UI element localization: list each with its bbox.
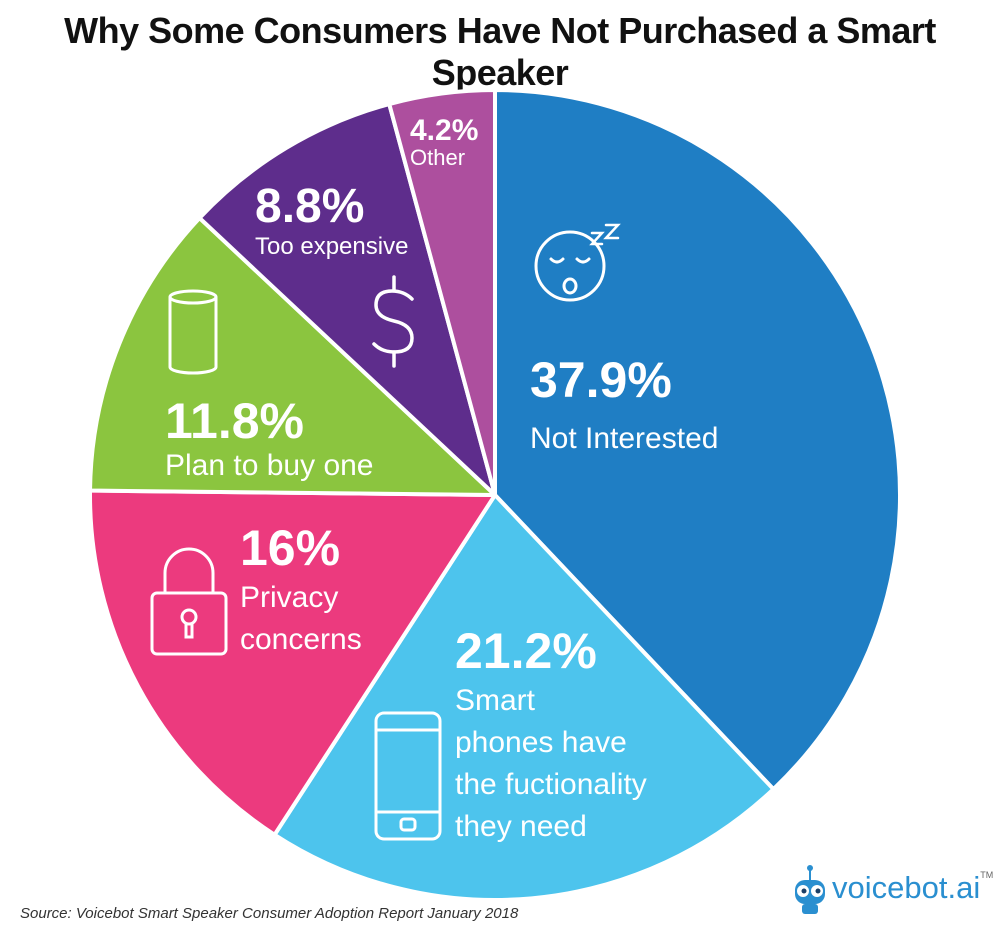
pie-slice	[197, 102, 497, 497]
pie-slice	[493, 88, 902, 792]
slice-labels: 37.9% Not Interested 21.2% Smart phones have…	[165, 114, 718, 843]
pie-slice	[88, 488, 497, 837]
slice-category-label: Not Interested	[530, 422, 718, 455]
pie-slice	[387, 88, 497, 497]
slice-value-label: 37.9%	[530, 352, 672, 408]
slice-value-label: 11.8%	[165, 393, 304, 449]
voicebot-logo: voicebot.aiTM	[790, 858, 994, 918]
slice-category-label: Plan to buy one	[165, 449, 374, 482]
slice-value-label: 21.2%	[455, 623, 597, 679]
smart-speaker-icon	[168, 289, 218, 375]
slice-category-label: Too expensive	[255, 233, 408, 260]
sleeping-face-icon	[534, 223, 621, 302]
slice-category-label: they need	[455, 810, 587, 843]
slice-category-label: Smart	[455, 684, 536, 717]
pie-slice	[88, 216, 497, 497]
slice-icons	[150, 223, 621, 841]
chart-title: Why Some Consumers Have Not Purchased a …	[64, 10, 936, 93]
padlock-icon	[150, 547, 228, 656]
slice-value-label: 16%	[240, 520, 340, 576]
robot-icon	[795, 865, 825, 914]
slice-category-label: Other	[410, 145, 465, 170]
slice-category-label: phones have	[455, 726, 627, 759]
dollar-icon	[372, 275, 414, 368]
source-note: Source: Voicebot Smart Speaker Consumer …	[20, 905, 519, 922]
slice-category-label: the fuctionality	[455, 768, 647, 801]
slice-value-label: 4.2%	[410, 114, 478, 147]
slice-value-label: 8.8%	[255, 180, 364, 233]
smartphone-icon	[374, 711, 442, 841]
pie-slices	[88, 88, 902, 902]
logo-text: voicebot.ai	[832, 870, 981, 905]
pie-slice	[272, 493, 776, 902]
logo-trademark: TM	[980, 870, 994, 880]
slice-category-label: concerns	[240, 623, 362, 656]
slice-category-label: Privacy	[240, 581, 338, 614]
